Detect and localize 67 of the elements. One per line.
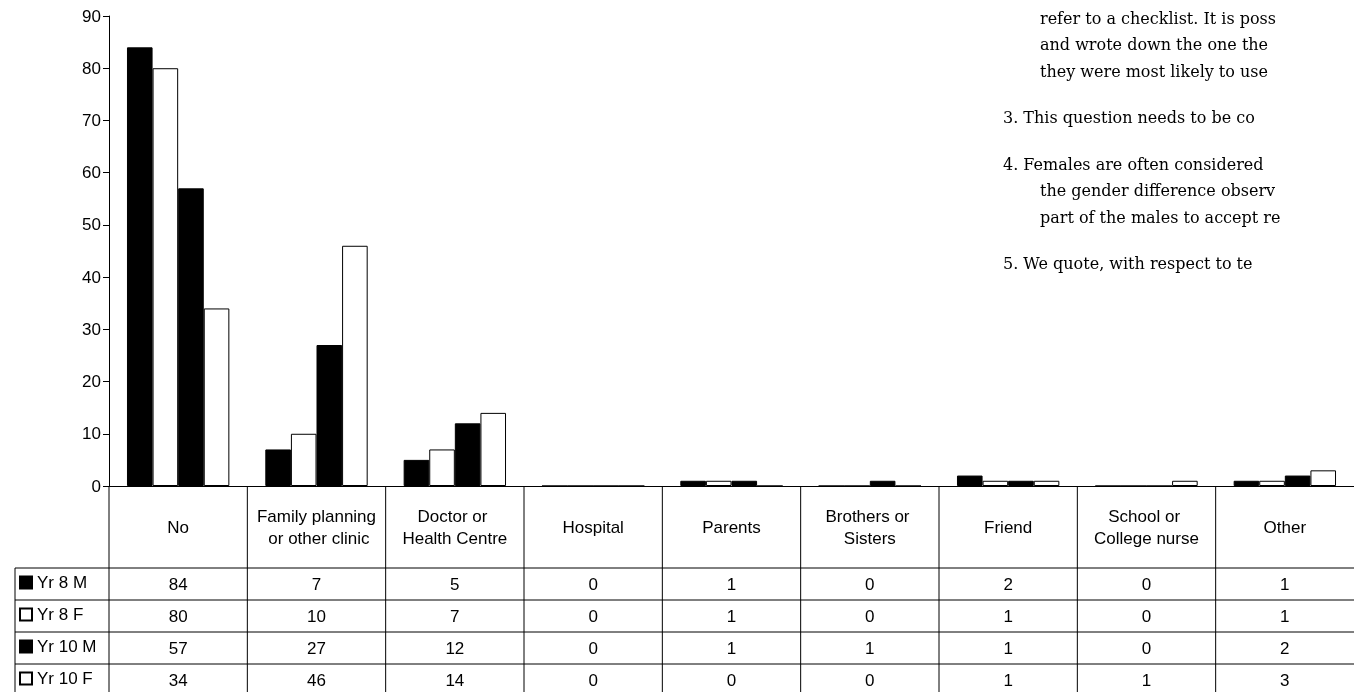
data-label: 0 xyxy=(726,670,737,690)
x-tick-label: Other xyxy=(1263,517,1307,537)
data-label: 0 xyxy=(865,574,875,594)
data-label: 1 xyxy=(1003,670,1013,690)
y-tick-label: 60 xyxy=(82,163,101,183)
legend-label: Yr 10 F xyxy=(37,669,93,688)
data-label: 5 xyxy=(450,574,460,594)
data-label: 0 xyxy=(865,670,875,690)
data-label: 27 xyxy=(307,638,326,658)
y-tick-label: 80 xyxy=(82,58,101,78)
data-label: 2 xyxy=(1280,638,1290,658)
data-label: 1 xyxy=(1003,638,1013,658)
legend-label: Yr 10 M xyxy=(37,637,97,656)
y-tick-label: 30 xyxy=(82,319,101,339)
y-tick-label: 90 xyxy=(82,6,101,26)
annotation: 3. This question needs to be co xyxy=(1003,108,1255,127)
y-tick-label: 20 xyxy=(82,372,101,392)
data-label: 1 xyxy=(1003,606,1013,626)
y-tick-label: 10 xyxy=(82,424,101,444)
x-tick-label: Brothers or Sisters xyxy=(825,506,915,548)
data-label: 10 xyxy=(307,606,326,626)
data-label: 3 xyxy=(1280,670,1290,690)
data-label: 46 xyxy=(307,670,326,690)
annotation: and wrote down the one the xyxy=(1040,35,1269,54)
data-label: 1 xyxy=(865,638,875,658)
data-label: 1 xyxy=(726,638,737,658)
annotation: refer to a checklist. It is poss xyxy=(1040,8,1276,28)
data-label: 0 xyxy=(865,606,875,626)
legend-label: Yr 8 M xyxy=(37,573,88,592)
annotation: they were most likely to use xyxy=(1040,61,1268,81)
data-label: 0 xyxy=(588,638,598,658)
data-label: 0 xyxy=(1141,606,1152,626)
data-label: 0 xyxy=(1141,638,1152,658)
x-tick-label: No xyxy=(167,517,190,537)
data-label: 84 xyxy=(168,574,188,594)
data-label: 7 xyxy=(450,606,460,626)
data-label: 2 xyxy=(1003,574,1013,594)
x-tick-label: Friend xyxy=(984,517,1033,537)
data-label: 0 xyxy=(588,574,598,594)
legend-label: Yr 8 F xyxy=(37,605,84,624)
x-tick-label: Family planning or other clinic xyxy=(256,506,377,548)
data-label: 0 xyxy=(588,670,598,690)
data-label: 34 xyxy=(168,670,188,690)
data-label: 1 xyxy=(1141,670,1152,690)
data-label: 80 xyxy=(168,606,188,626)
data-label: 14 xyxy=(445,670,465,690)
annotation: part of the males to accept re xyxy=(1040,207,1281,227)
y-tick-label: 70 xyxy=(82,110,101,130)
data-label: 0 xyxy=(588,606,598,626)
x-tick-label: Doctor or Health Centre xyxy=(402,506,508,548)
data-label: 1 xyxy=(1280,574,1290,594)
data-label: 7 xyxy=(311,574,322,594)
y-tick-label: 50 xyxy=(82,215,101,235)
data-label: 12 xyxy=(445,638,465,658)
annotation: 4. Females are often considered xyxy=(1003,154,1264,174)
y-tick-label: 40 xyxy=(82,267,101,287)
x-tick-label: Parents xyxy=(702,517,761,537)
data-label: 57 xyxy=(168,638,188,658)
y-tick-label: 0 xyxy=(91,476,101,496)
data-label: 1 xyxy=(726,606,737,626)
data-label: 0 xyxy=(1141,574,1152,594)
annotation: the gender difference observ xyxy=(1040,181,1276,200)
data-label: 1 xyxy=(726,574,737,594)
x-tick-label: Hospital xyxy=(562,517,624,537)
x-tick-label: School or College nurse xyxy=(1094,506,1199,548)
annotation: 5. We quote, with respect to te xyxy=(1003,254,1253,273)
data-label: 1 xyxy=(1280,606,1290,626)
